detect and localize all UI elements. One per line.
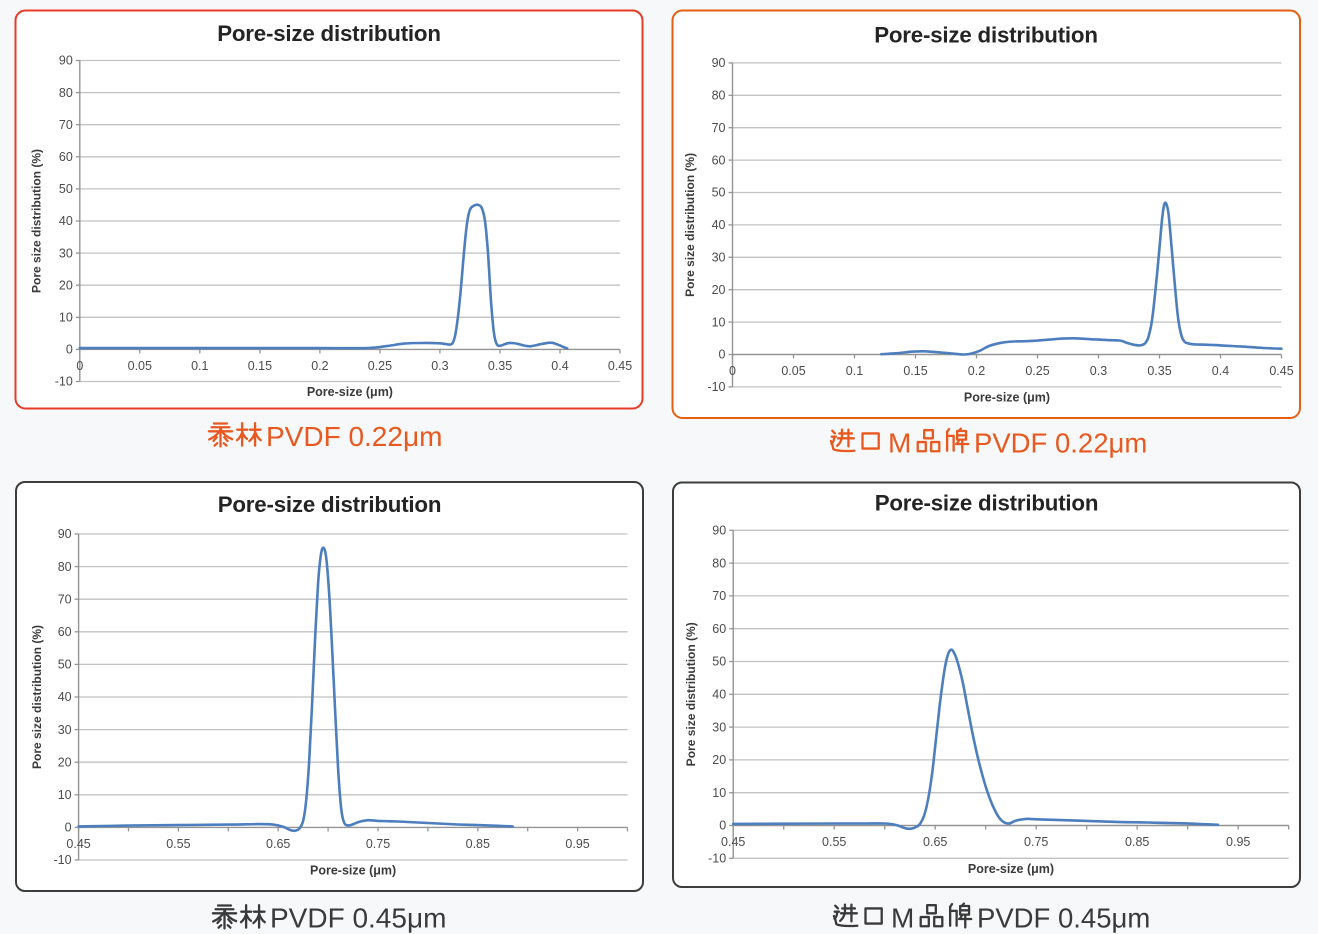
svg-text:0.55: 0.55 <box>166 837 190 851</box>
svg-text:10: 10 <box>59 311 73 325</box>
svg-text:PVDF 0.22μm: PVDF 0.22μm <box>266 421 442 452</box>
svg-text:80: 80 <box>58 560 72 574</box>
svg-text:70: 70 <box>58 592 72 606</box>
svg-text:Pore size distribution (%): Pore size distribution (%) <box>684 622 698 766</box>
svg-text:60: 60 <box>58 625 72 639</box>
svg-text:10: 10 <box>712 315 726 329</box>
svg-text:40: 40 <box>712 688 726 702</box>
svg-text:0.35: 0.35 <box>1147 364 1171 378</box>
svg-text:0.4: 0.4 <box>1212 364 1229 378</box>
svg-text:0: 0 <box>65 821 72 835</box>
svg-text:Pore size distribution (%): Pore size distribution (%) <box>30 149 44 293</box>
svg-text:-10: -10 <box>707 380 725 394</box>
svg-text:80: 80 <box>59 86 73 100</box>
svg-text:90: 90 <box>712 56 726 70</box>
svg-text:0.75: 0.75 <box>366 837 390 851</box>
svg-text:40: 40 <box>58 690 72 704</box>
svg-text:0: 0 <box>719 819 726 833</box>
svg-text:0.25: 0.25 <box>368 359 392 373</box>
svg-text:90: 90 <box>58 527 72 541</box>
svg-text:0.95: 0.95 <box>1226 835 1250 849</box>
svg-text:90: 90 <box>712 524 726 538</box>
svg-text:10: 10 <box>712 786 726 800</box>
svg-text:Pore-size (μm): Pore-size (μm) <box>310 864 396 878</box>
svg-text:-10: -10 <box>708 852 726 866</box>
svg-text:70: 70 <box>59 118 73 132</box>
svg-text:-10: -10 <box>55 375 73 389</box>
svg-text:PVDF 0.45μm: PVDF 0.45μm <box>977 903 1150 934</box>
svg-text:0.45: 0.45 <box>66 837 90 851</box>
svg-text:0.15: 0.15 <box>903 364 927 378</box>
svg-text:PVDF 0.45μm: PVDF 0.45μm <box>270 903 446 934</box>
svg-text:0.75: 0.75 <box>1024 835 1048 849</box>
svg-text:0: 0 <box>729 364 736 378</box>
svg-text:20: 20 <box>59 278 73 292</box>
svg-text:0.45: 0.45 <box>721 835 745 849</box>
svg-text:M: M <box>888 428 911 459</box>
svg-text:0.65: 0.65 <box>923 835 947 849</box>
svg-text:Pore-size distribution: Pore-size distribution <box>875 491 1099 516</box>
svg-text:Pore-size (μm): Pore-size (μm) <box>964 390 1050 404</box>
svg-text:M: M <box>891 903 914 934</box>
svg-text:30: 30 <box>58 723 72 737</box>
svg-text:Pore-size (μm): Pore-size (μm) <box>968 862 1054 876</box>
svg-text:0.3: 0.3 <box>431 359 448 373</box>
svg-text:80: 80 <box>712 556 726 570</box>
svg-text:0.15: 0.15 <box>248 359 272 373</box>
svg-text:0.05: 0.05 <box>128 359 152 373</box>
svg-text:80: 80 <box>712 89 726 103</box>
svg-text:0.35: 0.35 <box>488 359 512 373</box>
svg-text:40: 40 <box>59 214 73 228</box>
svg-text:0.1: 0.1 <box>846 364 863 378</box>
svg-text:0.85: 0.85 <box>466 837 490 851</box>
svg-text:30: 30 <box>712 251 726 265</box>
svg-text:PVDF 0.22μm: PVDF 0.22μm <box>974 428 1147 459</box>
svg-text:0.3: 0.3 <box>1090 364 1107 378</box>
svg-text:40: 40 <box>712 218 726 232</box>
svg-text:Pore-size (μm): Pore-size (μm) <box>307 385 393 399</box>
svg-text:Pore size distribution (%): Pore size distribution (%) <box>30 625 44 769</box>
svg-text:0.95: 0.95 <box>565 837 589 851</box>
svg-text:Pore-size distribution: Pore-size distribution <box>874 23 1098 48</box>
svg-text:70: 70 <box>712 589 726 603</box>
svg-text:0.85: 0.85 <box>1125 835 1149 849</box>
svg-text:50: 50 <box>58 658 72 672</box>
svg-text:10: 10 <box>58 788 72 802</box>
svg-text:Pore-size distribution: Pore-size distribution <box>217 21 441 46</box>
svg-text:60: 60 <box>59 150 73 164</box>
svg-text:Pore-size distribution: Pore-size distribution <box>218 492 442 517</box>
svg-text:0.65: 0.65 <box>266 837 290 851</box>
svg-text:90: 90 <box>59 54 73 68</box>
svg-text:20: 20 <box>712 283 726 297</box>
svg-text:50: 50 <box>59 182 73 196</box>
svg-text:20: 20 <box>712 753 726 767</box>
svg-text:-10: -10 <box>54 853 72 867</box>
svg-text:0.4: 0.4 <box>551 359 568 373</box>
svg-text:20: 20 <box>58 755 72 769</box>
svg-text:70: 70 <box>712 121 726 135</box>
svg-text:30: 30 <box>712 720 726 734</box>
svg-text:0.1: 0.1 <box>191 359 208 373</box>
svg-text:30: 30 <box>59 246 73 260</box>
svg-text:60: 60 <box>712 622 726 636</box>
svg-text:0: 0 <box>66 343 73 357</box>
svg-text:0.55: 0.55 <box>822 835 846 849</box>
svg-text:0.45: 0.45 <box>1269 364 1293 378</box>
svg-text:0.2: 0.2 <box>311 359 328 373</box>
svg-text:0.05: 0.05 <box>781 364 805 378</box>
svg-text:50: 50 <box>712 186 726 200</box>
svg-text:60: 60 <box>712 153 726 167</box>
svg-text:Pore size distribution (%): Pore size distribution (%) <box>683 153 697 297</box>
svg-text:0.45: 0.45 <box>608 359 632 373</box>
svg-text:0.25: 0.25 <box>1025 364 1049 378</box>
svg-text:50: 50 <box>712 655 726 669</box>
svg-text:0: 0 <box>76 359 83 373</box>
svg-text:0.2: 0.2 <box>968 364 985 378</box>
svg-text:0: 0 <box>719 348 726 362</box>
